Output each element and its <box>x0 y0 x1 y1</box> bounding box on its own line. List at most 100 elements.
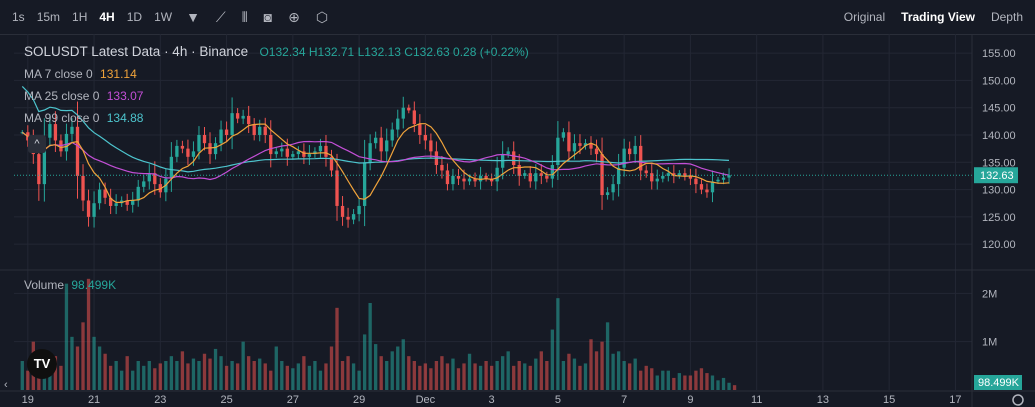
volume-bar <box>318 370 323 390</box>
last-price-badge <box>974 167 1018 184</box>
candle <box>329 156 334 171</box>
settings-hex-icon[interactable]: ⬡ <box>315 8 329 25</box>
candle <box>108 197 113 206</box>
view-tab-depth[interactable]: Depth <box>990 10 1023 24</box>
camera-icon[interactable]: ◙ <box>263 9 273 25</box>
collapse-legend-button[interactable]: ^ <box>28 135 46 153</box>
volume-bar <box>374 344 378 390</box>
volume-bar <box>340 361 345 390</box>
volume-bar <box>263 363 267 390</box>
candle <box>335 170 339 206</box>
candle <box>418 124 422 135</box>
volume-bar <box>694 370 698 390</box>
candles <box>20 96 731 228</box>
candle <box>340 205 345 217</box>
volume-bar <box>269 370 273 390</box>
volume-bar <box>147 361 151 390</box>
scroll-left-icon[interactable]: ‹ <box>4 379 8 391</box>
dropdown-arrow-icon[interactable]: ▼ <box>186 9 200 25</box>
volume-label: Volume <box>24 278 65 292</box>
volume-bar <box>280 361 284 390</box>
timeframe-1s[interactable]: 1s <box>12 10 25 24</box>
candle <box>572 143 577 152</box>
timeframe-1w[interactable]: 1W <box>154 10 173 24</box>
candle <box>346 216 350 220</box>
candle <box>291 154 295 157</box>
time-tick-label: 9 <box>687 394 693 406</box>
volume-bar <box>633 358 637 390</box>
candle <box>512 151 516 166</box>
volume-bar <box>103 353 107 390</box>
candle <box>351 214 356 220</box>
volume-bar <box>26 370 30 390</box>
time-tick-label: 21 <box>88 394 100 406</box>
ma25-value: 133.07 <box>106 89 144 103</box>
volume-bar <box>583 363 588 390</box>
timeframe-4h[interactable]: 4H <box>99 10 115 24</box>
candle <box>655 178 659 182</box>
candle <box>208 143 212 155</box>
volume-bar <box>467 353 472 390</box>
volume-bar <box>335 307 339 390</box>
tradingview-logo: TV <box>27 349 57 379</box>
candle <box>550 165 555 179</box>
candle <box>186 148 190 157</box>
volume-bar <box>142 365 146 390</box>
volume-value: 98.499K <box>71 278 117 292</box>
volume-bar <box>247 356 251 390</box>
ma7-legend[interactable]: MA 7 close 0 131.14 <box>24 67 137 81</box>
settings-gear-icon[interactable] <box>1012 394 1024 406</box>
view-tab-trading-view[interactable]: Trading View <box>901 10 975 24</box>
timeframe-15m[interactable]: 15m <box>36 10 61 24</box>
view-tab-original[interactable]: Original <box>843 10 886 24</box>
volume-bar <box>291 368 295 390</box>
candle <box>269 134 273 155</box>
volume-bar <box>672 377 676 390</box>
timeframe-bar: 1s 15m 1H 4H 1D 1W ▼ ⟋ ⫴ ◙ ⊕ ⬡ <box>0 9 336 26</box>
price-chart[interactable]: 155.00 150.00 145.00 140.00 135.00 130.00 125.… <box>0 34 1035 407</box>
volume-tick-label: 1M <box>982 337 997 349</box>
candle <box>677 173 682 176</box>
candle <box>180 145 185 149</box>
timeframe-1d[interactable]: 1D <box>126 10 143 24</box>
volume-bar <box>495 361 499 390</box>
price-tick-label: 150.00 <box>982 75 1016 87</box>
candle <box>302 151 306 157</box>
ma25-legend[interactable]: MA 25 close 0 133.07 <box>24 89 143 103</box>
volume-bar <box>197 361 201 390</box>
volume-bar <box>125 356 129 390</box>
ma99-line <box>21 85 730 173</box>
open-label: O <box>259 45 269 59</box>
candle <box>37 154 41 185</box>
candle <box>92 203 96 217</box>
time-tick-label: 25 <box>220 394 232 406</box>
candle <box>699 184 704 190</box>
volume-bar <box>136 361 140 390</box>
candle-style-icon[interactable]: ⫴ <box>241 8 248 25</box>
timeframe-1h[interactable]: 1H <box>72 10 88 24</box>
candle <box>683 173 687 176</box>
candle <box>103 189 107 198</box>
volume-legend[interactable]: Volume 98.499K <box>24 278 116 292</box>
volume-bar <box>716 380 720 390</box>
time-tick-label: 27 <box>287 394 299 406</box>
candle <box>175 145 179 157</box>
volume-bar <box>407 356 411 390</box>
volume-bar <box>611 353 615 390</box>
candle <box>633 145 637 155</box>
candle <box>578 143 582 146</box>
time-tick-label: 17 <box>949 394 961 406</box>
time-tick-label: 5 <box>555 394 561 406</box>
candle <box>661 175 665 179</box>
volume-bar <box>732 385 737 390</box>
grid-lines <box>14 34 972 390</box>
candle <box>114 203 118 206</box>
volume-bar <box>534 358 538 390</box>
add-icon[interactable]: ⊕ <box>288 8 300 25</box>
volume-bar <box>721 377 726 390</box>
candle <box>274 151 278 155</box>
ma99-legend[interactable]: MA 99 close 0 134.88 <box>24 111 143 125</box>
indicators-chart-icon[interactable]: ⟋ <box>215 8 226 25</box>
candle <box>594 148 599 155</box>
candle <box>390 129 394 141</box>
